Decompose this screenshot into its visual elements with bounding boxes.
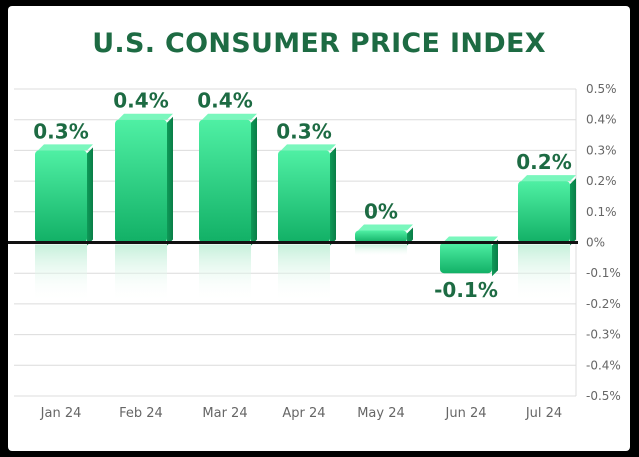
y-tick-label: 0.1% [586,205,617,219]
bar [199,113,257,246]
bar-side [251,116,257,246]
bar-side [492,239,498,277]
bar [518,175,576,246]
y-tick-label: -0.1% [586,266,621,280]
y-tick-label: 0.5% [586,82,617,96]
data-label: 0% [364,200,398,224]
bar-top [38,144,93,151]
x-tick-label: Jul 24 [525,406,562,421]
bar-chart: 0.5% 0.4% 0.3% 0.2% 0.1% 0% -0.1% -0.2% -0.3% -0.… [8,82,621,421]
bar-top [202,113,257,120]
y-axis-ticks: 0.5% 0.4% 0.3% 0.2% 0.1% 0% -0.1% -0.2% -0.3% -0.… [586,82,621,403]
bar-front [355,230,407,243]
data-label: 0.3% [33,119,88,143]
bar [35,144,93,246]
data-label: 0.4% [113,89,168,113]
bar-reflection [115,244,167,303]
data-label: 0.3% [276,119,331,143]
bar-reflection [518,244,570,303]
chart-title: U.S. CONSUMER PRICE INDEX [92,28,546,59]
bar-top [118,113,173,120]
bar-side [330,147,336,246]
chart-card: U.S. CONSUMER PRICE INDEX 0.5% 0.4% 0.3% 0.… [8,6,630,451]
data-label: 0.2% [516,150,571,174]
x-tick-label: May 24 [357,406,405,421]
bar-side [570,178,576,246]
x-tick-label: Jan 24 [40,406,82,421]
data-label: -0.1% [434,278,498,302]
x-axis-ticks: Jan 24 Feb 24 Mar 24 Apr 24 May 24 Jun 24 Jul … [40,406,563,421]
bar-side [87,147,93,246]
bar-reflection [199,244,251,303]
bar [115,113,173,246]
y-tick-label: 0.3% [586,143,617,157]
y-tick-label: 0.2% [586,174,617,188]
bar-top [521,175,576,182]
bar-front [115,119,167,243]
y-tick-label: 0.4% [586,113,617,127]
y-tick-label: -0.5% [586,389,621,403]
bar-reflections [35,244,570,303]
y-tick-label: 0% [586,236,605,250]
bar-front [440,242,492,274]
y-tick-label: -0.2% [586,297,621,311]
bars [35,113,576,277]
bar-top [358,224,413,231]
bar-front [35,150,87,243]
bar [355,224,413,246]
y-tick-label: -0.4% [586,358,621,372]
y-tick-label: -0.3% [586,328,621,342]
bar-front [278,150,330,243]
bar-front [199,119,251,243]
bar-front [518,181,570,243]
bar [278,144,336,246]
data-labels: 0.3% 0.4% 0.4% 0.3% 0% -0.1% 0.2% [33,89,571,303]
bar-side [167,116,173,246]
x-tick-label: Apr 24 [282,406,325,421]
x-tick-label: Feb 24 [119,406,163,421]
bar-reflection [35,244,87,303]
data-label: 0.4% [197,89,252,113]
bar-top [281,144,336,151]
bar-reflection [355,244,407,257]
x-tick-label: Jun 24 [445,406,487,421]
bar-reflection [278,244,330,303]
x-tick-label: Mar 24 [202,406,247,421]
